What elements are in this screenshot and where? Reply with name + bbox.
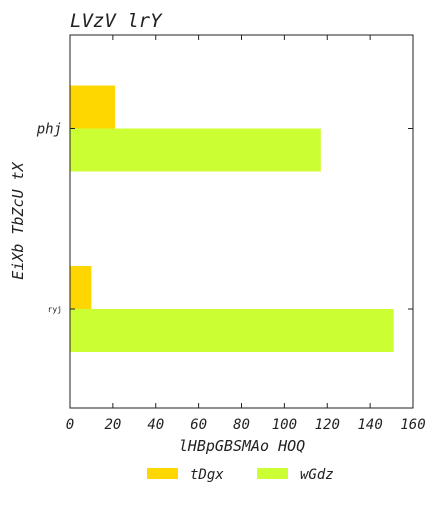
legend-label-tDgx: tDgx [190, 467, 224, 483]
legend-swatch-wGdz [257, 468, 288, 479]
y-category-label: ryj [48, 305, 62, 314]
legend-swatch-tDgx [147, 468, 178, 479]
bar-tDgx-phj [70, 85, 116, 129]
x-tick-label: 80 [233, 417, 250, 433]
y-axis-label: EiXb TbZcU tX [9, 161, 27, 279]
x-tick-label: 140 [357, 417, 382, 433]
x-tick-label: 40 [147, 417, 164, 433]
x-axis-ticks: 0 20 40 60 80 100 120 140 160 [66, 35, 426, 433]
x-tick-label: 20 [104, 417, 121, 433]
x-tick-label: 100 [272, 417, 297, 433]
x-tick-label: 60 [190, 417, 207, 433]
legend: tDgx wGdz [147, 467, 334, 483]
y-axis-categories: phj ryj [36, 122, 413, 314]
x-tick-label: 160 [400, 417, 425, 433]
bar-wGdz-phj [70, 128, 321, 172]
y-category-label: phj [36, 122, 62, 138]
bars-group [70, 85, 394, 352]
bar-wGdz-ryj [70, 309, 394, 352]
bar-tDgx-ryj [70, 266, 92, 309]
legend-label-wGdz: wGdz [300, 467, 334, 483]
x-tick-label: 0 [66, 417, 74, 433]
x-tick-label: 120 [315, 417, 340, 433]
chart-title: LVzV lrY [70, 10, 163, 32]
x-axis-label: lHBpGBSMAo HOQ [179, 437, 305, 455]
plot-frame [69, 34, 414, 409]
